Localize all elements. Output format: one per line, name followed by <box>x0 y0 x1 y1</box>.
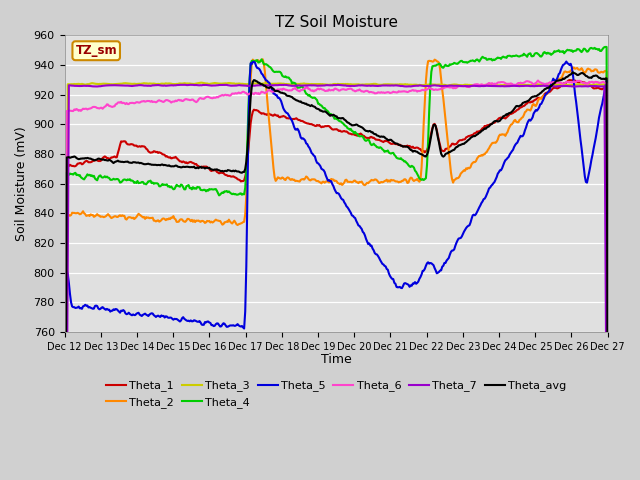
Theta_2 <box>356 179 364 185</box>
Theta_4 <box>384 147 392 153</box>
Theta_avg <box>569 70 577 75</box>
Theta_1 <box>355 132 362 137</box>
Theta_3 <box>198 80 205 85</box>
Theta_4 <box>319 104 326 110</box>
Theta_5 <box>319 167 326 172</box>
Legend: Theta_1, Theta_2, Theta_3, Theta_4, Theta_5, Theta_6, Theta_7, Theta_avg: Theta_1, Theta_2, Theta_3, Theta_4, Thet… <box>101 376 571 412</box>
Theta_2 <box>320 179 328 185</box>
Theta_2 <box>259 56 266 62</box>
Title: TZ Soil Moisture: TZ Soil Moisture <box>275 15 397 30</box>
Theta_3 <box>507 83 515 88</box>
Theta_5 <box>384 267 392 273</box>
Theta_5 <box>506 152 513 157</box>
Theta_2 <box>507 122 515 128</box>
Theta_7 <box>323 82 331 88</box>
Theta_6 <box>534 78 542 84</box>
Theta_6 <box>604 425 612 431</box>
Theta_5 <box>563 59 570 64</box>
Theta_6 <box>384 89 392 95</box>
Theta_4 <box>322 107 330 112</box>
Theta_5 <box>592 135 600 141</box>
Theta_avg <box>384 137 392 143</box>
Theta_4 <box>355 133 362 139</box>
Theta_2 <box>592 67 600 72</box>
Line: Theta_7: Theta_7 <box>65 85 608 480</box>
Theta_1 <box>319 124 326 130</box>
Theta_3 <box>385 82 393 87</box>
Theta_3 <box>356 82 364 87</box>
Theta_6 <box>506 81 513 87</box>
Theta_avg <box>319 108 326 114</box>
Theta_3 <box>320 82 328 87</box>
Line: Theta_6: Theta_6 <box>65 81 608 480</box>
Theta_4 <box>602 44 609 50</box>
Theta_5 <box>322 172 330 178</box>
Theta_7 <box>385 83 393 88</box>
Line: Theta_3: Theta_3 <box>65 83 608 480</box>
Theta_7 <box>320 83 328 88</box>
Theta_3 <box>323 82 331 87</box>
Theta_1 <box>592 85 600 91</box>
Theta_6 <box>322 88 330 94</box>
Theta_7 <box>507 83 515 89</box>
X-axis label: Time: Time <box>321 353 351 366</box>
Text: TZ_sm: TZ_sm <box>76 44 117 57</box>
Theta_2 <box>385 178 393 183</box>
Line: Theta_2: Theta_2 <box>65 59 608 480</box>
Theta_1 <box>384 139 392 144</box>
Line: Theta_1: Theta_1 <box>65 80 608 480</box>
Theta_avg <box>506 110 513 116</box>
Theta_6 <box>319 87 326 93</box>
Theta_3 <box>592 82 600 87</box>
Line: Theta_avg: Theta_avg <box>65 72 608 480</box>
Theta_avg <box>355 123 362 129</box>
Theta_avg <box>592 72 600 78</box>
Theta_1 <box>566 77 573 83</box>
Theta_7 <box>356 83 364 88</box>
Theta_7 <box>187 82 195 88</box>
Theta_6 <box>355 87 362 93</box>
Theta_2 <box>323 179 331 184</box>
Theta_1 <box>506 111 513 117</box>
Theta_7 <box>592 83 600 89</box>
Theta_6 <box>592 79 600 84</box>
Theta_1 <box>604 428 612 434</box>
Theta_avg <box>322 109 330 115</box>
Y-axis label: Soil Moisture (mV): Soil Moisture (mV) <box>15 126 28 241</box>
Theta_4 <box>591 45 598 51</box>
Theta_4 <box>506 53 513 59</box>
Line: Theta_5: Theta_5 <box>65 61 608 480</box>
Theta_5 <box>355 223 362 228</box>
Theta_1 <box>322 123 330 129</box>
Line: Theta_4: Theta_4 <box>65 47 608 480</box>
Theta_avg <box>604 420 612 426</box>
